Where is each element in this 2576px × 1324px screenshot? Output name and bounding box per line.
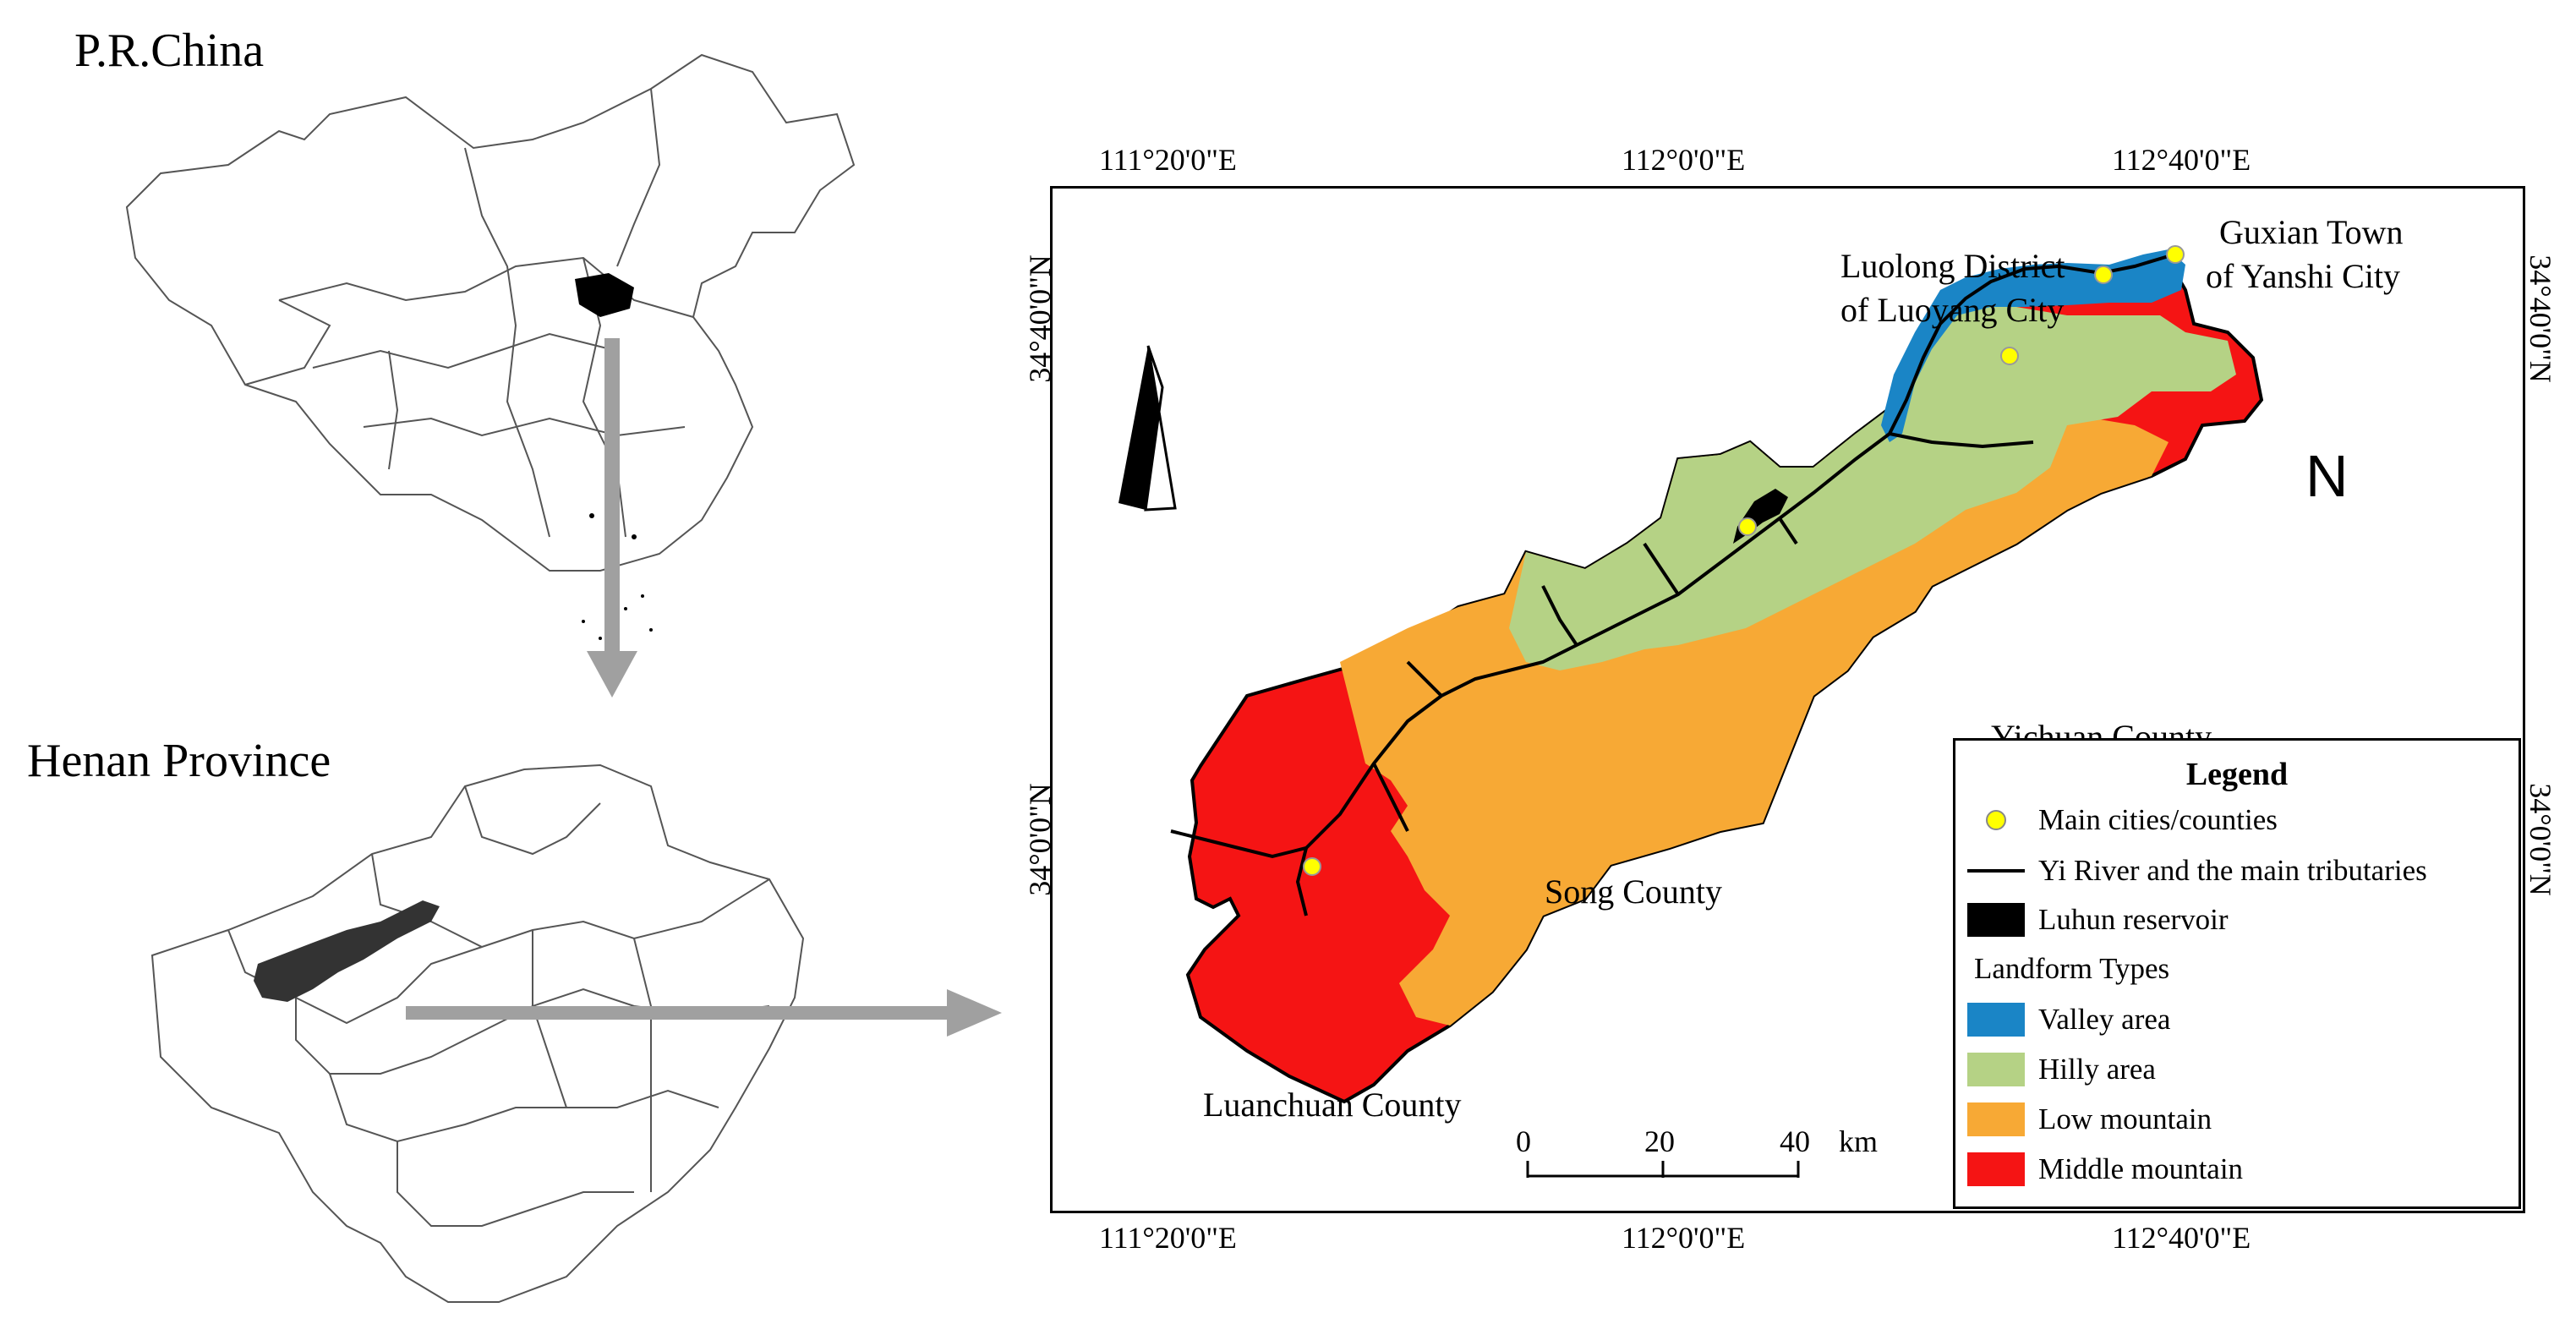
city-dot-swatch [1967, 810, 2025, 830]
legend-river-label: Yi River and the main tributaries [2038, 854, 2427, 887]
north-arrow [1118, 345, 1177, 512]
down-arrow-shaft [604, 338, 620, 659]
bottom-coord-1: 111°20'0"E [1099, 1221, 1237, 1255]
legend-landform-title: Landform Types [1974, 952, 2170, 985]
legend-item-reservoir: Luhun reservoir [1967, 900, 2229, 940]
scale-bar [1526, 1161, 1800, 1178]
legend-item-hilly: Hilly area [1967, 1049, 2156, 1090]
legend-hilly-label: Hilly area [2038, 1053, 2156, 1086]
scale-unit: km [1839, 1124, 1879, 1158]
label-luanchuan: Luanchuan County [1203, 1086, 1462, 1124]
legend-item-river: Yi River and the main tributaries [1967, 851, 2427, 891]
bottom-coord-2: 112°0'0"E [1622, 1221, 1746, 1255]
right-arrow-head [947, 989, 1002, 1037]
scale-label-40: 40 [1780, 1124, 1810, 1158]
valley-swatch [1967, 1003, 2025, 1037]
north-label: N [2305, 443, 2349, 509]
city-dot-yichuan [2000, 347, 2019, 365]
river-line-swatch [1967, 869, 2025, 873]
label-luolong-line1: Luolong District [1840, 247, 2065, 285]
scale-label-0: 0 [1516, 1124, 1531, 1158]
reservoir-swatch [1967, 903, 2025, 937]
legend-box: Legend Main cities/counties Yi River and… [1953, 738, 2521, 1209]
yi-river-basin-map [1118, 245, 2264, 1178]
label-luolong-line2: of Luoyang City [1840, 291, 2065, 329]
bottom-coord-3: 112°40'0"E [2112, 1221, 2251, 1255]
china-outline-map [125, 53, 856, 640]
legend-title: Legend [2185, 757, 2289, 792]
legend-low-mountain-label: Low mountain [2038, 1102, 2212, 1135]
legend-middle-mountain-label: Middle mountain [2038, 1152, 2244, 1185]
right-coord-1: 34°40'0"N [2524, 254, 2557, 383]
right-arrow [406, 989, 1002, 1037]
legend-valley-label: Valley area [2038, 1003, 2171, 1036]
map-frame: N Guxian Town of Yanshi City Luolong Dis… [1050, 186, 2525, 1213]
top-coord-1: 111°20'0"E [1099, 143, 1237, 177]
legend-item-low-mountain: Low mountain [1967, 1099, 2212, 1140]
city-dot-guxian [2166, 245, 2185, 264]
legend-cities-label: Main cities/counties [2038, 803, 2278, 836]
legend-item-valley: Valley area [1967, 999, 2170, 1040]
top-coord-3: 112°40'0"E [2112, 143, 2251, 177]
city-dot-luolong [2094, 265, 2113, 284]
yi-river-network [1170, 254, 2169, 916]
scale-label-20: 20 [1644, 1124, 1675, 1158]
low-mountain-swatch [1967, 1102, 2025, 1136]
label-song: Song County [1545, 873, 1723, 911]
city-dot-luanchuan [1303, 857, 1321, 876]
hilly-region [1509, 303, 2236, 670]
valley-region [1881, 249, 2185, 442]
legend-item-middle-mountain: Middle mountain [1967, 1149, 2243, 1190]
right-coord-2: 34°0'0"N [2524, 783, 2557, 896]
down-arrow-head [587, 651, 637, 698]
city-dot-song [1738, 517, 1757, 536]
henan-inset-title: Henan Province [27, 735, 331, 787]
top-coord-2: 112°0'0"E [1622, 143, 1746, 177]
hilly-swatch [1967, 1053, 2025, 1086]
label-guxian-line1: Guxian Town [2219, 213, 2404, 251]
legend-item-cities: Main cities/counties [1967, 800, 2278, 840]
china-inset-title: P.R.China [74, 25, 265, 77]
label-guxian-line2: of Yanshi City [2206, 257, 2401, 295]
legend-reservoir-label: Luhun reservoir [2038, 903, 2229, 936]
down-arrow [587, 338, 637, 698]
right-arrow-shaft [406, 1006, 955, 1020]
low-mountain-region [1340, 396, 2169, 1026]
middle-mountain-swatch [1967, 1152, 2025, 1186]
